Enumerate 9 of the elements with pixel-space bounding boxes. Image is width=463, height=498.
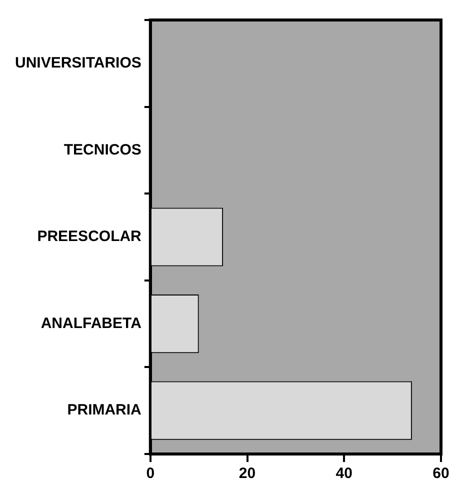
y-tick-label: PRIMARIA (67, 402, 142, 419)
x-tick-label: 20 (238, 465, 256, 482)
y-tick-label: UNIVERSITARIOS (14, 54, 142, 72)
x-tick-label: 40 (336, 465, 352, 482)
y-tick-label: ANALFABETA (40, 314, 142, 332)
x-tick-label: 60 (432, 465, 450, 482)
x-tick-label: 0 (146, 465, 155, 482)
y-tick-label: PREESCOLAR (37, 228, 142, 246)
y-tick-label: TECNICOS (64, 141, 142, 158)
